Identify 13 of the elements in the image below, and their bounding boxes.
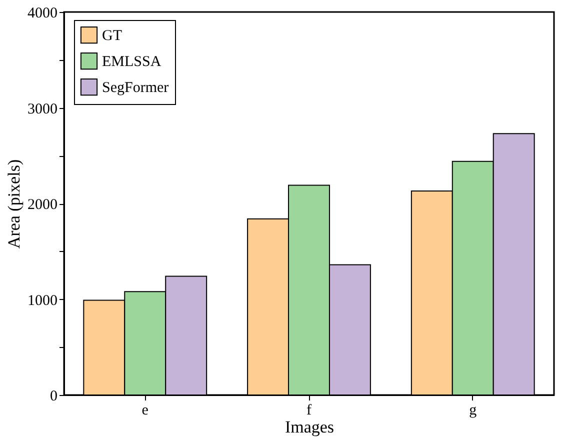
legend-label: EMLSSA [102,54,162,70]
y-tick-label: 4000 [28,6,58,22]
y-tick-label: 3000 [28,101,58,118]
y-tick-label: 2000 [28,197,58,213]
legend-label: GT [102,28,122,44]
legend-label: SegFormer [102,80,169,96]
x-tick-label: e [142,402,149,418]
x-axis-title: Images [284,418,334,436]
x-tick-label: g [469,402,478,418]
x-tick-label: f [306,402,312,418]
y-axis-title: Area (pixels) [4,159,24,249]
y-tick-label: 1000 [28,292,58,309]
y-tick-label: 0 [50,388,58,404]
